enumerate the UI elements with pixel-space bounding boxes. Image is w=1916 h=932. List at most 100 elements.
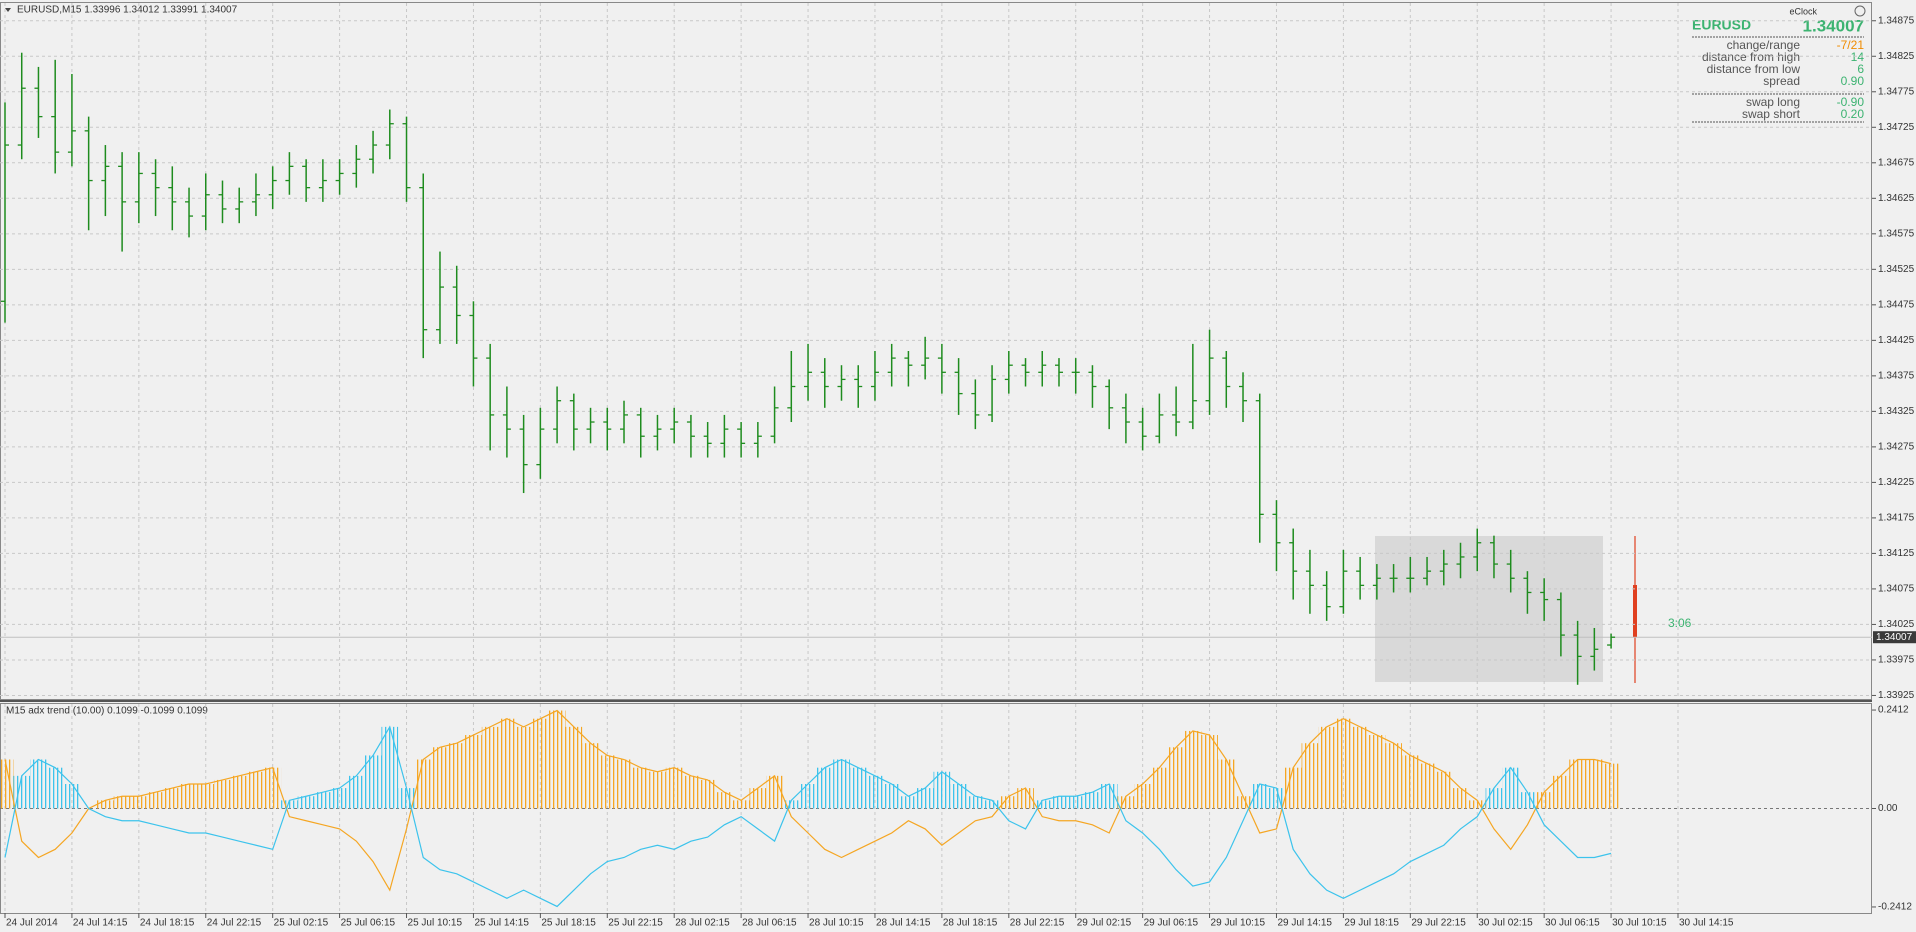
histogram-bar	[97, 800, 114, 809]
clock-label: change/range	[1727, 38, 1801, 52]
clock-label: swap long	[1746, 95, 1800, 109]
histogram-bar	[130, 796, 148, 809]
histogram-bar	[716, 792, 733, 809]
x-tick-label: 30 Jul 06:15	[1545, 918, 1600, 929]
histogram-bar	[481, 726, 499, 809]
clock-value: 0.90	[1841, 74, 1865, 88]
y-tick-label: 0.2412	[1878, 705, 1909, 716]
histogram-bar	[983, 800, 1001, 809]
y-tick-label: 1.34675	[1878, 157, 1915, 168]
clock-label: swap short	[1742, 107, 1801, 121]
histogram-bar	[1301, 743, 1319, 809]
histogram-bar	[431, 747, 449, 809]
x-tick-label: 24 Jul 14:15	[73, 918, 128, 929]
y-tick-label: 1.34475	[1878, 299, 1915, 310]
histogram-bar	[1485, 788, 1503, 809]
y-tick-label: 1.34625	[1878, 193, 1915, 204]
histogram-bar	[347, 775, 365, 809]
histogram-bar	[782, 800, 800, 809]
y-tick-label: 1.34325	[1878, 406, 1915, 417]
histogram-bar	[314, 792, 332, 809]
histogram-bar	[548, 710, 566, 809]
histogram-bar	[1335, 718, 1352, 809]
x-tick-label: 29 Jul 02:15	[1077, 918, 1132, 929]
menu-arrow[interactable]	[5, 8, 11, 12]
y-tick-label: -0.2412	[1878, 902, 1912, 913]
histogram-bar	[364, 755, 382, 809]
y-tick-label: 1.34375	[1878, 370, 1915, 381]
y-tick-label: 1.34125	[1878, 548, 1915, 559]
price-tag	[1873, 631, 1916, 644]
x-tick-label: 25 Jul 02:15	[274, 918, 329, 929]
histogram-bar	[30, 759, 47, 809]
histogram-bar	[414, 759, 432, 809]
y-tick-label: 1.34275	[1878, 442, 1915, 453]
y-tick-label: 1.34075	[1878, 584, 1915, 595]
x-tick-label: 24 Jul 2014	[6, 918, 58, 929]
y-tick-label: 1.34175	[1878, 513, 1915, 524]
histogram-bar	[180, 784, 198, 809]
y-tick-label: 0.00	[1878, 803, 1898, 814]
histogram-bar	[1284, 767, 1302, 809]
histogram-bar	[1602, 763, 1620, 809]
clock-title: eClock	[1789, 6, 1817, 16]
clock-value: 6	[1857, 62, 1864, 76]
histogram-bar	[615, 759, 633, 809]
x-tick-label: 29 Jul 10:15	[1211, 918, 1266, 929]
histogram-bar	[1502, 767, 1520, 809]
histogram-bar	[1401, 755, 1419, 809]
histogram-bar	[515, 726, 532, 809]
histogram-bar	[849, 767, 867, 809]
clock-label: distance from high	[1702, 50, 1800, 64]
histogram-bar	[1552, 775, 1570, 809]
histogram-bar	[1569, 759, 1586, 809]
histogram-bar	[381, 726, 399, 809]
trend-line	[4, 709, 1612, 892]
x-tick-label: 28 Jul 06:15	[742, 918, 797, 929]
histogram-bar	[1017, 788, 1034, 809]
histogram-bar	[966, 796, 984, 809]
histogram-bar	[0, 759, 14, 809]
histogram-bar	[1167, 747, 1185, 809]
y-tick-label: 1.34525	[1878, 264, 1915, 275]
histogram-bar	[1084, 792, 1101, 809]
histogram-bar	[699, 779, 717, 809]
histogram-bar	[1318, 726, 1336, 809]
x-tick-label: 30 Jul 02:15	[1478, 918, 1533, 929]
histogram-bar	[13, 775, 31, 809]
histogram-bar	[799, 784, 817, 809]
x-tick-label: 29 Jul 14:15	[1277, 918, 1332, 929]
histogram-bar	[214, 779, 231, 809]
histogram-bar	[665, 767, 683, 809]
y-tick-label: 1.34025	[1878, 619, 1915, 630]
histogram-bar	[1368, 735, 1386, 809]
x-tick-label: 25 Jul 22:15	[608, 918, 663, 929]
x-tick-label: 24 Jul 22:15	[207, 918, 262, 929]
clock-value: -0.90	[1837, 95, 1865, 109]
histogram-bar	[264, 767, 282, 809]
y-tick-label: 1.34225	[1878, 477, 1915, 488]
histogram-bar	[163, 788, 181, 809]
histogram-bar	[866, 775, 884, 809]
histogram-bar	[247, 771, 265, 809]
x-tick-label: 24 Jul 18:15	[140, 918, 195, 929]
histogram-bar	[46, 767, 64, 809]
histogram-bar	[900, 796, 917, 809]
y-tick-label: 1.34425	[1878, 335, 1915, 346]
clock-value: 14	[1851, 50, 1865, 64]
histogram-bar	[113, 796, 131, 809]
countdown-candle-body	[1633, 585, 1637, 637]
clock-close[interactable]	[1854, 5, 1866, 17]
histogram-bar	[1535, 792, 1553, 809]
histogram-bar	[582, 743, 599, 809]
x-tick-label: 25 Jul 06:15	[341, 918, 396, 929]
histogram-bar	[950, 784, 967, 809]
histogram-bar	[147, 792, 164, 809]
x-tick-label: 29 Jul 18:15	[1344, 918, 1399, 929]
trend-line	[4, 725, 1612, 908]
x-tick-label: 28 Jul 02:15	[675, 918, 730, 929]
histogram-bar	[649, 771, 666, 809]
y-tick-label: 1.34875	[1878, 15, 1915, 26]
histogram-bar	[1468, 800, 1486, 809]
y-tick-label: 1.34575	[1878, 228, 1915, 239]
